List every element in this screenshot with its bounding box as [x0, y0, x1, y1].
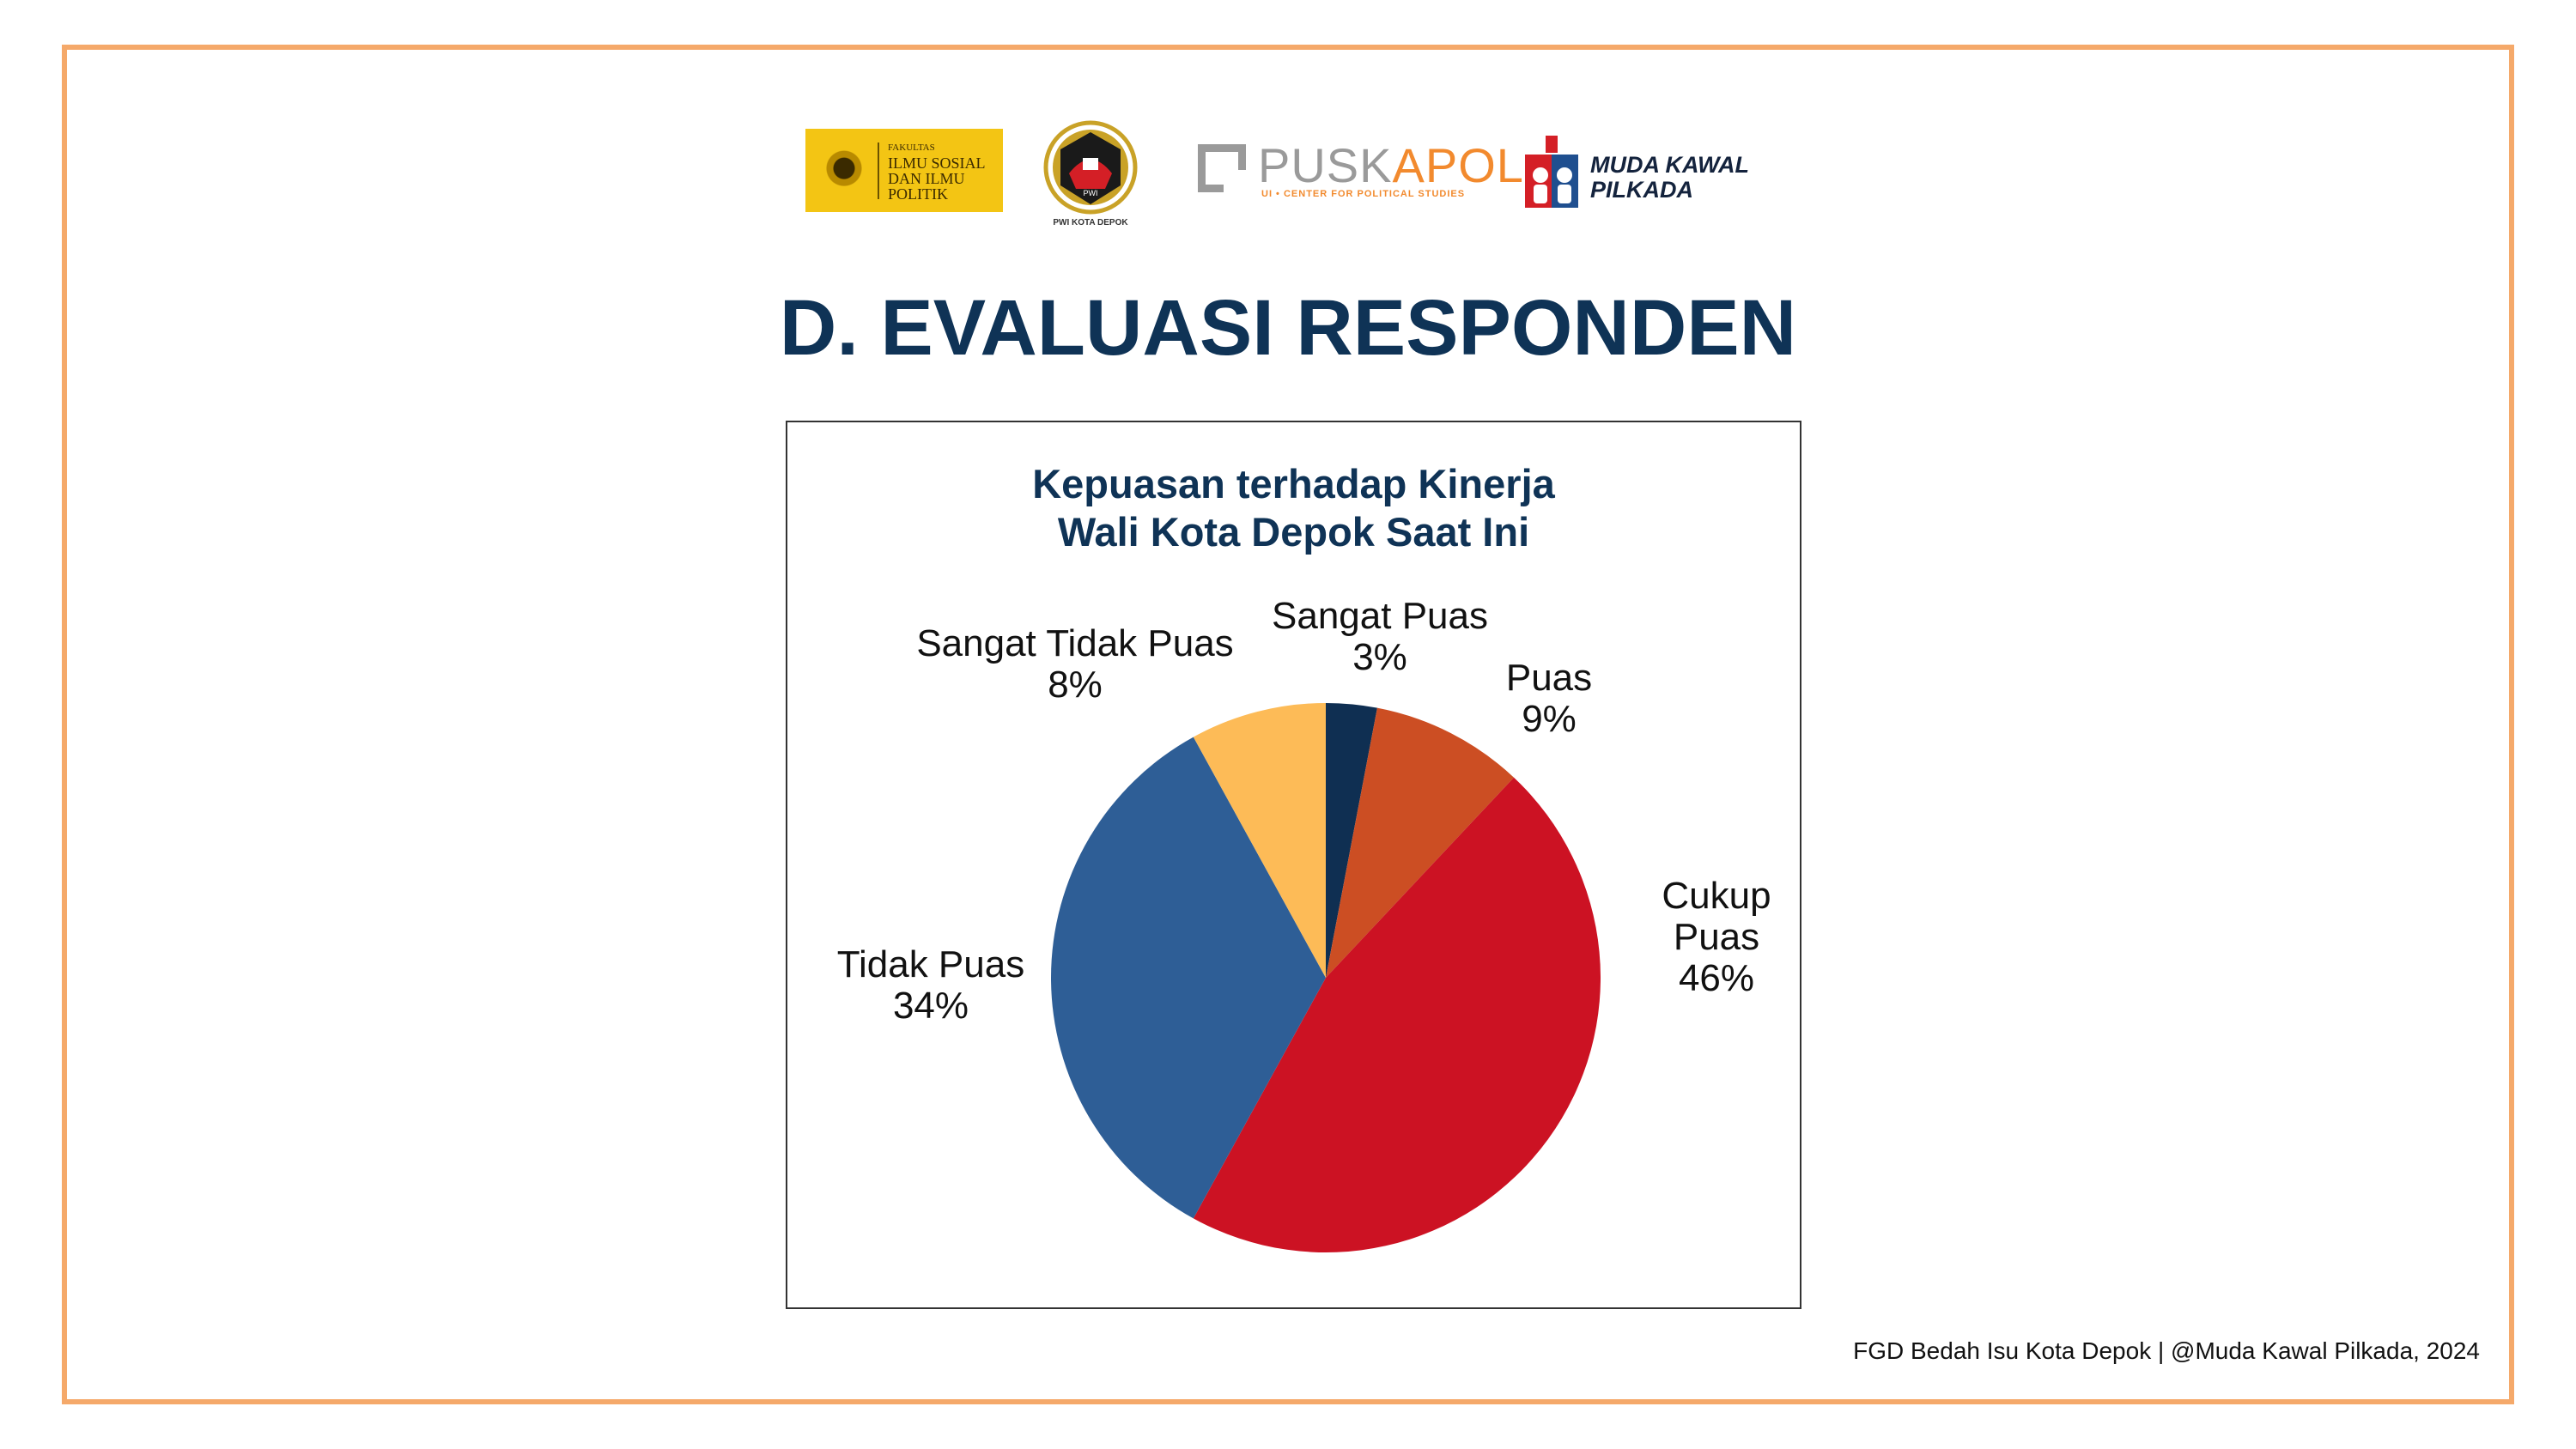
fisip-logo-text: FAKULTAS ILMU SOSIAL DAN ILMU POLITIK — [888, 140, 986, 202]
fisip-divider — [878, 142, 879, 199]
chart-panel: Sangat Puas 3% Puas 9% Cukup Puas 46% Tidak Pua… — [786, 421, 1801, 1309]
muda-kawal-pilkada-logo: MUDA KAWAL PILKADA — [1522, 136, 1771, 213]
puskapol-wordmark-prefix: PUSK — [1258, 138, 1393, 192]
pie-label-sangat-puas: Sangat Puas 3% — [1272, 595, 1488, 678]
puskapol-tagline: UI • CENTER FOR POLITICAL STUDIES — [1261, 189, 1466, 199]
logo-row: FAKULTAS ILMU SOSIAL DAN ILMU POLITIK PW… — [0, 120, 2576, 232]
pwi-emblem-icon: PWI — [1043, 120, 1138, 215]
fisip-line-2: ILMU SOSIAL — [888, 154, 986, 172]
ballot-box-icon — [1525, 136, 1578, 208]
mkp-line-2: PILKADA — [1590, 177, 1693, 203]
mkp-wordmark: MUDA KAWAL PILKADA — [1590, 153, 1749, 203]
pie-slice-sangat-tidak-puas — [1193, 703, 1326, 978]
slide-frame — [62, 45, 2514, 1404]
puskapol-wordmark-accent: A — [1392, 138, 1425, 192]
puskapol-wordmark-suffix: POL — [1425, 138, 1524, 192]
pie-slice-cukup-puas — [1193, 777, 1601, 1252]
chart-title: Kepuasan terhadap Kinerja Wali Kota Depo… — [787, 460, 1800, 556]
footer-credit: FGD Bedah Isu Kota Depok | @Muda Kawal P… — [1853, 1337, 2480, 1364]
pie-label-puas: Puas 9% — [1506, 657, 1592, 740]
pie-label-tidak-puas: Tidak Puas 34% — [837, 943, 1024, 1027]
pie-slice-sangat-puas — [1326, 703, 1377, 978]
fisip-line-1: FAKULTAS — [888, 142, 935, 153]
pie-label-sangat-tidak-puas: Sangat Tidak Puas 8% — [916, 622, 1233, 706]
chart-title-line-1: Kepuasan terhadap Kinerja — [1032, 461, 1555, 506]
fisip-line-3: DAN ILMU — [888, 169, 965, 187]
pwi-caption: PWI KOTA DEPOK — [1053, 218, 1128, 227]
pie-label-cukup-puas: Cukup Puas 46% — [1662, 875, 1771, 999]
svg-text:PWI: PWI — [1084, 189, 1098, 197]
puskapol-wordmark: PUSKAPOL — [1258, 137, 1524, 193]
pie-slice-puas — [1326, 707, 1515, 978]
pie-slice-tidak-puas — [1051, 737, 1326, 1219]
mkp-line-1: MUDA KAWAL — [1590, 152, 1749, 178]
chart-title-line-2: Wali Kota Depok Saat Ini — [1057, 509, 1530, 555]
fisip-logo: FAKULTAS ILMU SOSIAL DAN ILMU POLITIK — [805, 129, 1003, 212]
puskapol-logo: PUSKAPOL UI • CENTER FOR POLITICAL STUDI… — [1198, 138, 1523, 208]
page-title: D. EVALUASI RESPONDEN — [779, 284, 1797, 372]
pwi-logo: PWI PWI KOTA DEPOK — [1035, 120, 1146, 232]
pie-chart: Sangat Puas 3% Puas 9% Cukup Puas 46% Tidak Pua… — [837, 595, 1771, 1252]
fisip-line-4: POLITIK — [888, 185, 948, 203]
puskapol-mark-icon — [1198, 144, 1246, 192]
ui-emblem-icon — [824, 145, 864, 196]
